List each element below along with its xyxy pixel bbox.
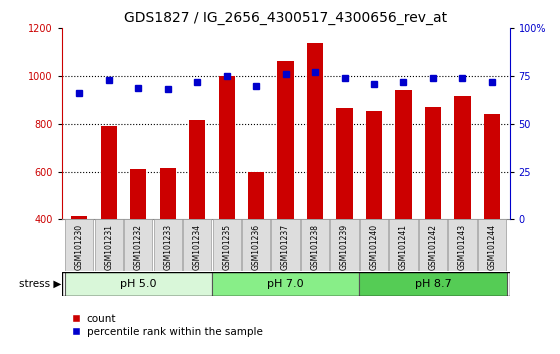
Bar	[71, 216, 87, 315]
Legend: count, percentile rank within the sample: count, percentile rank within the sample	[67, 310, 267, 341]
FancyBboxPatch shape	[212, 272, 360, 296]
Text: GSM101233: GSM101233	[163, 224, 172, 270]
Title: GDS1827 / IG_2656_4300517_4300656_rev_at: GDS1827 / IG_2656_4300517_4300656_rev_at	[124, 11, 447, 24]
FancyBboxPatch shape	[183, 219, 211, 271]
FancyBboxPatch shape	[95, 219, 123, 271]
FancyBboxPatch shape	[478, 219, 506, 271]
Bar	[218, 76, 235, 315]
Bar	[425, 107, 441, 315]
Text: GSM101239: GSM101239	[340, 224, 349, 270]
FancyBboxPatch shape	[65, 219, 94, 271]
Text: pH 5.0: pH 5.0	[120, 279, 156, 289]
Bar	[454, 96, 470, 315]
FancyBboxPatch shape	[360, 219, 388, 271]
Text: GSM101230: GSM101230	[75, 224, 84, 270]
Text: GSM101235: GSM101235	[222, 224, 231, 270]
Text: GSM101234: GSM101234	[193, 224, 202, 270]
Bar	[307, 42, 323, 315]
FancyBboxPatch shape	[301, 219, 329, 271]
Text: pH 8.7: pH 8.7	[414, 279, 451, 289]
Text: GSM101238: GSM101238	[311, 224, 320, 270]
Bar	[189, 120, 206, 315]
Text: GSM101236: GSM101236	[251, 224, 260, 270]
Text: GSM101237: GSM101237	[281, 224, 290, 270]
Text: GSM101242: GSM101242	[428, 224, 437, 270]
Bar	[248, 172, 264, 315]
Text: pH 7.0: pH 7.0	[267, 279, 304, 289]
FancyBboxPatch shape	[124, 219, 152, 271]
Bar	[278, 61, 293, 315]
FancyBboxPatch shape	[419, 219, 447, 271]
FancyBboxPatch shape	[389, 219, 418, 271]
Bar	[366, 111, 382, 315]
FancyBboxPatch shape	[242, 219, 270, 271]
Bar	[395, 91, 412, 315]
Text: GSM101231: GSM101231	[104, 224, 113, 270]
Text: GSM101241: GSM101241	[399, 224, 408, 270]
FancyBboxPatch shape	[449, 219, 477, 271]
Text: stress ▶: stress ▶	[18, 279, 61, 289]
Bar	[484, 114, 500, 315]
Bar	[160, 168, 176, 315]
FancyBboxPatch shape	[360, 272, 507, 296]
Text: GSM101244: GSM101244	[487, 224, 496, 270]
Text: GSM101232: GSM101232	[134, 224, 143, 270]
FancyBboxPatch shape	[64, 272, 212, 296]
Text: GSM101243: GSM101243	[458, 224, 467, 270]
Bar	[130, 169, 146, 315]
FancyBboxPatch shape	[330, 219, 359, 271]
FancyBboxPatch shape	[153, 219, 182, 271]
Bar	[337, 108, 353, 315]
Bar	[101, 126, 117, 315]
FancyBboxPatch shape	[272, 219, 300, 271]
FancyBboxPatch shape	[212, 219, 241, 271]
Text: GSM101240: GSM101240	[370, 224, 379, 270]
